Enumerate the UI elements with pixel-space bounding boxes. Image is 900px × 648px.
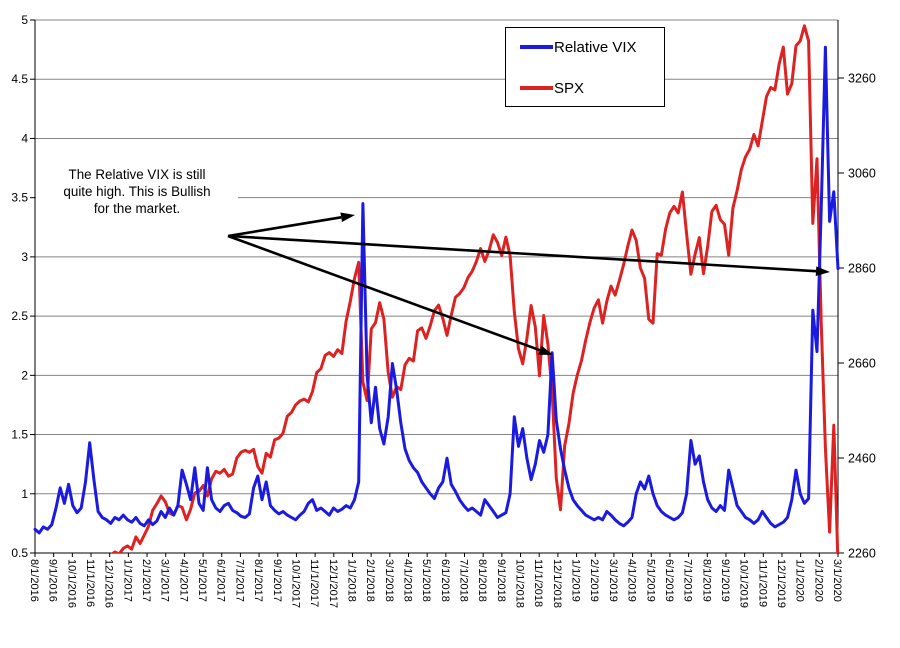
annotation-line-3: for the market. xyxy=(93,201,181,216)
relative-vix-line xyxy=(33,45,840,535)
x-axis-label: 9/1/2016 xyxy=(47,559,59,602)
x-axis-label: 8/1/2018 xyxy=(476,559,488,602)
annotation-line-2: quite high. This is Bullish xyxy=(63,184,211,199)
annotation-arrowhead xyxy=(815,266,830,276)
annotation-arrow xyxy=(227,234,817,273)
x-axis-label: 7/1/2019 xyxy=(682,559,694,602)
x-axis-label: 9/1/2017 xyxy=(271,559,283,602)
x-axis-label: 5/1/2019 xyxy=(644,559,656,602)
right-axis-label: 2660 xyxy=(848,357,876,371)
right-axis-label: 2860 xyxy=(848,262,876,276)
legend-label-spx: SPX xyxy=(554,79,585,97)
x-axis-label: 7/1/2017 xyxy=(233,559,245,602)
left-axis-label: 4.5 xyxy=(11,72,28,86)
x-axis-label: 1/1/2017 xyxy=(121,559,133,602)
spx-line-swatch xyxy=(520,86,553,90)
x-axis-label: 4/1/2018 xyxy=(401,559,413,602)
annotation-arrowhead xyxy=(538,345,553,355)
right-axis-label: 3260 xyxy=(848,72,876,86)
x-axis-label: 1/1/2020 xyxy=(794,559,806,602)
x-axis-label: 12/1/2019 xyxy=(775,559,787,608)
legend-item-spx: SPX xyxy=(520,79,585,97)
left-axis-label: 2 xyxy=(21,368,28,382)
legend: Relative VIX SPX xyxy=(505,27,665,107)
x-axis-label: 12/1/2018 xyxy=(551,559,563,608)
x-axis-label: 12/1/2017 xyxy=(327,559,339,608)
x-axis-label: 11/1/2017 xyxy=(308,559,320,607)
x-axis-label: 12/1/2016 xyxy=(103,559,115,608)
x-axis-label: 4/1/2017 xyxy=(177,559,189,602)
x-axis-label: 1/1/2019 xyxy=(570,559,582,602)
right-axis-label: 3060 xyxy=(848,167,876,181)
x-axis-label: 10/1/2019 xyxy=(738,559,750,608)
x-axis-label: 6/1/2018 xyxy=(439,559,451,602)
x-axis-label: 11/1/2018 xyxy=(532,559,544,607)
x-axis-label: 9/1/2018 xyxy=(495,559,507,602)
x-axis-label: 2/1/2017 xyxy=(140,559,152,602)
x-axis-label: 10/1/2018 xyxy=(514,559,526,608)
x-axis-label: 3/1/2018 xyxy=(383,559,395,602)
left-axis-label: 1.5 xyxy=(11,428,28,442)
x-axis-label: 8/1/2017 xyxy=(252,559,264,602)
x-axis-label: 8/1/2019 xyxy=(700,559,712,602)
x-axis-label: 5/1/2018 xyxy=(420,559,432,602)
spx-line xyxy=(110,24,840,553)
left-axis-label: 0.5 xyxy=(11,546,28,560)
left-axis-label: 3.5 xyxy=(11,191,28,205)
x-axis-label: 3/1/2019 xyxy=(607,559,619,602)
x-axis-label: 10/1/2017 xyxy=(289,559,301,608)
annotation-arrow xyxy=(227,234,541,352)
annotation-arrow xyxy=(227,216,342,238)
left-axis-label: 5 xyxy=(21,13,28,27)
x-axis-label: 7/1/2018 xyxy=(458,559,470,602)
x-axis-label: 6/1/2017 xyxy=(215,559,227,602)
relative-vix-line-swatch xyxy=(520,45,553,49)
x-axis-label: 5/1/2017 xyxy=(196,559,208,602)
right-axis-label: 2460 xyxy=(848,452,876,466)
x-axis-label: 10/1/2016 xyxy=(65,559,77,608)
left-axis-label: 4 xyxy=(21,131,28,145)
x-axis-label: 6/1/2019 xyxy=(663,559,675,602)
x-axis-label: 1/1/2018 xyxy=(345,559,357,602)
x-axis-label: 11/1/2016 xyxy=(84,559,96,607)
left-axis-label: 1 xyxy=(21,487,28,501)
legend-label-relative-vix: Relative VIX xyxy=(554,38,637,56)
legend-item-relative-vix: Relative VIX xyxy=(520,38,637,56)
annotation-line-1: The Relative VIX is still xyxy=(68,167,206,182)
x-axis-label: 3/1/2020 xyxy=(831,559,843,602)
annotation-text: The Relative VIX is still quite high. Th… xyxy=(36,166,238,217)
x-axis-label: 3/1/2017 xyxy=(159,559,171,602)
left-axis-label: 3 xyxy=(21,250,28,264)
right-axis-label: 2260 xyxy=(848,547,876,561)
x-axis-label: 8/1/2016 xyxy=(28,559,40,602)
x-axis-label: 2/1/2020 xyxy=(812,559,824,602)
x-axis-label: 4/1/2019 xyxy=(626,559,638,602)
x-axis-label: 2/1/2019 xyxy=(588,559,600,602)
left-axis-label: 2.5 xyxy=(11,309,28,323)
x-axis-label: 9/1/2019 xyxy=(719,559,731,602)
x-axis-label: 11/1/2019 xyxy=(756,559,768,607)
annotation-arrowhead xyxy=(340,212,355,223)
x-axis-label: 2/1/2018 xyxy=(364,559,376,602)
